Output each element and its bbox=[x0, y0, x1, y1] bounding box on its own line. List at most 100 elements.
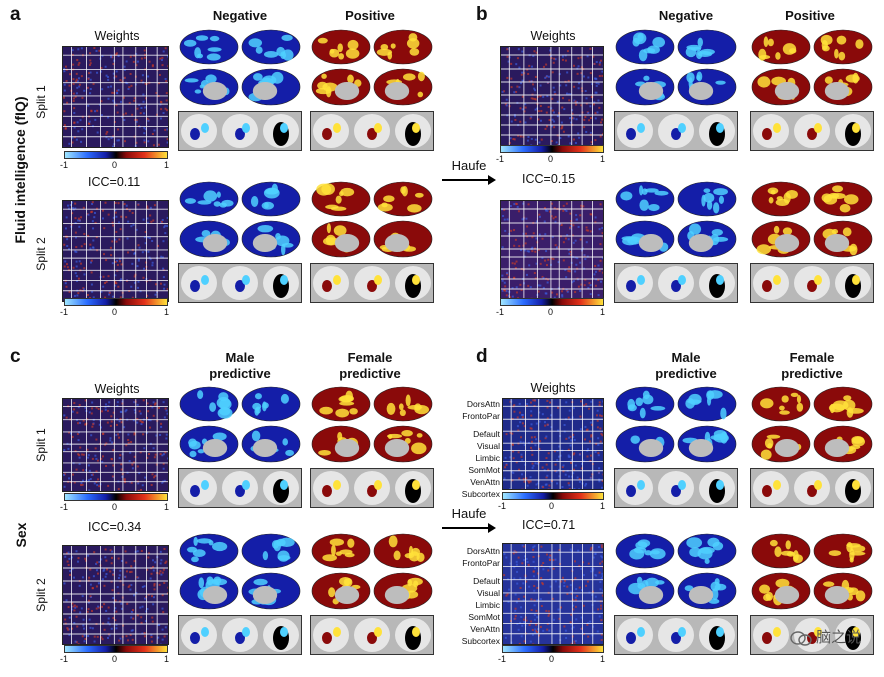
colorbar-b-2 bbox=[500, 298, 604, 306]
colorbar-tick-label: 0 bbox=[112, 502, 118, 512]
colorbar-tick-label: -1 bbox=[498, 654, 507, 664]
weights-matrix-d-split1 bbox=[502, 398, 604, 490]
network-labels-d-1: DorsAttn FrontoPar Default Visual Limbic… bbox=[446, 398, 500, 500]
colorbar-tick-label: 0 bbox=[112, 307, 118, 317]
brain-surface-b1-pos bbox=[751, 29, 873, 106]
subcortical-axial-slices bbox=[750, 263, 874, 303]
split-label-c-1: Split 1 bbox=[34, 428, 48, 462]
weights-title-c: Weights bbox=[94, 382, 140, 396]
colorbar-b-1 bbox=[500, 145, 604, 153]
colorbar-tick-label: 1 bbox=[164, 160, 170, 170]
icc-b: ICC=0.15 bbox=[522, 172, 576, 186]
colorbar-tick-label: 0 bbox=[548, 307, 554, 317]
weights-matrix-a-split2 bbox=[62, 200, 169, 302]
net-label: FrontoPar bbox=[462, 558, 500, 568]
colorbar-tick-label: -1 bbox=[60, 502, 69, 512]
colorbar-d-1 bbox=[502, 492, 604, 500]
brain-surface-c2-male bbox=[179, 533, 301, 610]
net-label: DorsAttn bbox=[466, 546, 500, 556]
colorbar-tick-label: 1 bbox=[164, 502, 170, 512]
haufe-label-top: Haufe bbox=[451, 158, 487, 173]
watermark-text: 脑之说 bbox=[816, 629, 862, 646]
net-label: FrontoPar bbox=[462, 411, 500, 421]
brain-surface-a2-neg bbox=[179, 181, 301, 258]
col-head-d-female: Female predictive bbox=[781, 350, 843, 381]
subcortical-axial-slices bbox=[178, 263, 302, 303]
col-head-c-female: Female predictive bbox=[339, 350, 401, 381]
colorbar-tick-label: 1 bbox=[600, 501, 606, 511]
icc-a: ICC=0.11 bbox=[88, 175, 141, 189]
weights-title-b: Weights bbox=[530, 29, 576, 43]
colorbar-tick-label: 1 bbox=[164, 654, 170, 664]
brain-surface-d1-female bbox=[751, 386, 873, 463]
col-head-d-male: Male predictive bbox=[655, 350, 717, 381]
brain-surface-c1-female bbox=[311, 386, 433, 463]
brain-surface-b2-neg bbox=[615, 181, 737, 258]
colorbar-tick-label: 1 bbox=[600, 654, 606, 664]
colorbar-tick-label: -1 bbox=[60, 160, 69, 170]
haufe-arrow-top: Haufe bbox=[442, 158, 496, 188]
row-label-sex: Sex bbox=[13, 522, 29, 548]
brain-surface-a1-pos bbox=[311, 29, 433, 106]
net-label: Visual bbox=[477, 441, 500, 451]
net-label: DorsAttn bbox=[466, 399, 500, 409]
net-label: Subcortex bbox=[461, 636, 500, 646]
colorbar-tick-label: -1 bbox=[60, 307, 69, 317]
wechat-icon bbox=[790, 630, 812, 646]
subcortical-axial-slices bbox=[750, 468, 874, 508]
colorbar-tick-label: 0 bbox=[549, 501, 555, 511]
colorbar-tick-label: 1 bbox=[600, 307, 606, 317]
weights-matrix-c-split1 bbox=[62, 398, 169, 492]
subcortical-axial-slices bbox=[614, 615, 738, 655]
icc-d: ICC=0.71 bbox=[522, 518, 576, 532]
net-label: Default bbox=[473, 576, 500, 586]
subcortical-axial-slices bbox=[750, 111, 874, 151]
col-head-a-neg: Negative bbox=[212, 8, 268, 23]
brain-surface-b2-pos bbox=[751, 181, 873, 258]
col-head-b-neg: Negative bbox=[658, 8, 714, 23]
weights-title-a: Weights bbox=[94, 29, 140, 43]
subcortical-axial-slices bbox=[614, 111, 738, 151]
subcortical-axial-slices bbox=[310, 263, 434, 303]
colorbar-d-2 bbox=[502, 645, 604, 653]
net-label: Limbic bbox=[475, 453, 500, 463]
net-label: SomMot bbox=[468, 612, 500, 622]
brain-surface-d2-male bbox=[615, 533, 737, 610]
colorbar-tick-label: 0 bbox=[548, 154, 554, 164]
subcortical-axial-slices bbox=[750, 615, 874, 655]
haufe-label-bottom: Haufe bbox=[451, 506, 487, 521]
colorbar-tick-label: -1 bbox=[496, 154, 505, 164]
arrow-right-icon bbox=[442, 175, 496, 185]
net-label: Limbic bbox=[475, 600, 500, 610]
weights-matrix-d-split2 bbox=[502, 543, 604, 645]
subcortical-axial-slices bbox=[310, 468, 434, 508]
subcortical-axial-slices bbox=[614, 468, 738, 508]
colorbar-tick-label: -1 bbox=[496, 307, 505, 317]
weights-matrix-b-split2 bbox=[500, 200, 604, 300]
net-label: Default bbox=[473, 429, 500, 439]
colorbar-c-1 bbox=[64, 493, 168, 501]
col-head-c-male: Male predictive bbox=[209, 350, 271, 381]
panel-letter-b: b bbox=[476, 4, 488, 25]
arrow-right-icon bbox=[442, 523, 496, 533]
colorbar-tick-label: 1 bbox=[164, 307, 170, 317]
brain-surface-a2-pos bbox=[311, 181, 433, 258]
colorbar-tick-label: 1 bbox=[600, 154, 606, 164]
network-labels-d-2: DorsAttn FrontoPar Default Visual Limbic… bbox=[446, 545, 500, 647]
watermark: 脑之说 bbox=[790, 626, 861, 647]
net-label: VenAttn bbox=[470, 477, 500, 487]
weights-title-d: Weights bbox=[530, 381, 576, 395]
haufe-arrow-bottom: Haufe bbox=[442, 506, 496, 536]
row-label-fluid-intelligence: Fluid intelligence (fIQ) bbox=[12, 96, 28, 244]
weights-matrix-b-split1 bbox=[500, 46, 604, 146]
colorbar-c-2 bbox=[64, 645, 168, 653]
net-label: Subcortex bbox=[461, 489, 500, 499]
weights-matrix-a-split1 bbox=[62, 46, 169, 148]
brain-surface-b1-neg bbox=[615, 29, 737, 106]
split-label-c-2: Split 2 bbox=[34, 578, 48, 612]
subcortical-axial-slices bbox=[310, 111, 434, 151]
colorbar-a-1 bbox=[64, 151, 168, 159]
col-head-b-pos: Positive bbox=[785, 8, 835, 23]
brain-surface-c1-male bbox=[179, 386, 301, 463]
panel-letter-a: a bbox=[10, 4, 21, 25]
